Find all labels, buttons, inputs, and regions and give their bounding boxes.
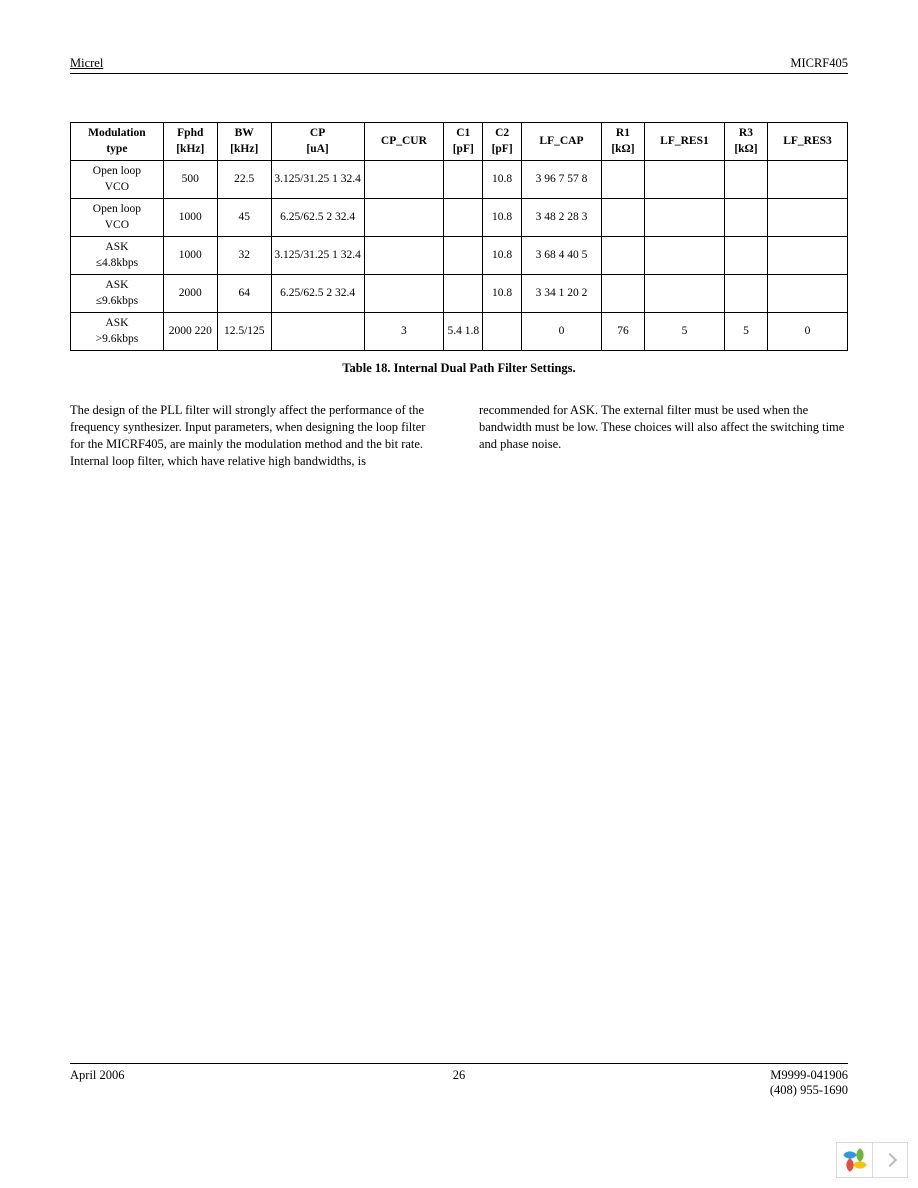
table-cell [724,161,767,199]
footer-contact: M9999-041906 (408) 955-1690 [770,1068,848,1098]
table-cell: 3 34 1 20 2 [522,275,602,313]
page-header: Micrel MICRF405 [70,56,848,74]
logo-icon [845,1150,865,1170]
table-cell [271,313,364,351]
table-header-row: ModulationtypeFphd[kHz]BW[kHz]CP[uA]CP_C… [71,123,848,161]
filter-settings-table: ModulationtypeFphd[kHz]BW[kHz]CP[uA]CP_C… [70,122,848,351]
table-cell [483,313,522,351]
header-part-number: MICRF405 [790,56,848,71]
table-caption: Table 18. Internal Dual Path Filter Sett… [70,361,848,376]
nav-next-button[interactable] [872,1142,908,1178]
table-column-header: LF_CAP [522,123,602,161]
header-company: Micrel [70,56,103,71]
table-cell: 10.8 [483,237,522,275]
table-row: Open loopVCO50022.53.125/31.25 1 32.4 10.… [71,161,848,199]
table-cell: 6.25/62.5 2 32.4 [271,199,364,237]
table-cell: Open loopVCO [71,161,164,199]
table-cell: 5 [724,313,767,351]
table-cell: 45 [217,199,271,237]
table-cell [724,237,767,275]
table-cell [645,161,725,199]
table-cell: 76 [601,313,644,351]
table-cell: 64 [217,275,271,313]
table-cell [444,161,483,199]
table-cell [601,237,644,275]
nav-logo-button[interactable] [836,1142,872,1178]
table-cell: Open loopVCO [71,199,164,237]
table-column-header: R3[kΩ] [724,123,767,161]
table-column-header: Modulationtype [71,123,164,161]
table-cell: 2000 220 [163,313,217,351]
body-paragraph: The design of the PLL filter will strong… [70,402,848,470]
table-column-header: CP[uA] [271,123,364,161]
table-row: Open loopVCO1000456.25/62.5 2 32.4 10.83 … [71,199,848,237]
table-cell [768,161,848,199]
footer-doc-id: M9999-041906 [770,1068,848,1082]
table-cell [444,275,483,313]
table-cell: 3 68 4 40 5 [522,237,602,275]
table-cell: 1000 [163,237,217,275]
chevron-right-icon [883,1153,897,1167]
table-cell: 3.125/31.25 1 32.4 [271,237,364,275]
table-column-header: C1[pF] [444,123,483,161]
footer-phone: (408) 955-1690 [770,1083,848,1097]
table-cell: 500 [163,161,217,199]
table-column-header: LF_RES1 [645,123,725,161]
table-column-header: BW[kHz] [217,123,271,161]
table-column-header: R1[kΩ] [601,123,644,161]
table-cell [645,275,725,313]
table-cell [364,275,444,313]
table-row: ASK≤4.8kbps1000323.125/31.25 1 32.4 10.83… [71,237,848,275]
table-cell [364,237,444,275]
table-cell: ASK≤9.6kbps [71,275,164,313]
table-cell: 10.8 [483,161,522,199]
table-cell [768,199,848,237]
table-cell: 10.8 [483,275,522,313]
table-cell [364,199,444,237]
table-cell [645,237,725,275]
table-cell [601,275,644,313]
table-cell [724,199,767,237]
table-cell: 32 [217,237,271,275]
table-cell [444,237,483,275]
table-cell: 22.5 [217,161,271,199]
table-cell [601,161,644,199]
table-cell: 12.5/125 [217,313,271,351]
table-cell: 10.8 [483,199,522,237]
table-cell: 5 [645,313,725,351]
table-cell [768,237,848,275]
table-cell [444,199,483,237]
table-column-header: Fphd[kHz] [163,123,217,161]
table-cell [364,161,444,199]
table-cell [601,199,644,237]
page-footer: April 2006 26 M9999-041906 (408) 955-169… [70,1063,848,1098]
table-cell: 3.125/31.25 1 32.4 [271,161,364,199]
table-cell: 2000 [163,275,217,313]
table-cell [645,199,725,237]
nav-widget [836,1142,908,1178]
table-cell: ASK>9.6kbps [71,313,164,351]
table-column-header: CP_CUR [364,123,444,161]
table-column-header: C2[pF] [483,123,522,161]
table-cell: 6.25/62.5 2 32.4 [271,275,364,313]
table-cell: ASK≤4.8kbps [71,237,164,275]
table-cell: 0 [768,313,848,351]
table-cell [768,275,848,313]
table-cell [724,275,767,313]
table-cell: 3 [364,313,444,351]
table-cell: 0 [522,313,602,351]
table-cell: 3 96 7 57 8 [522,161,602,199]
table-column-header: LF_RES3 [768,123,848,161]
table-cell: 3 48 2 28 3 [522,199,602,237]
table-row: ASK≤9.6kbps2000646.25/62.5 2 32.4 10.83 3… [71,275,848,313]
table-cell: 5.4 1.8 [444,313,483,351]
footer-date: April 2006 [70,1068,125,1083]
table-cell: 1000 [163,199,217,237]
table-row: ASK>9.6kbps2000 22012.5/12535.4 1.807655… [71,313,848,351]
footer-page-number: 26 [453,1068,466,1083]
